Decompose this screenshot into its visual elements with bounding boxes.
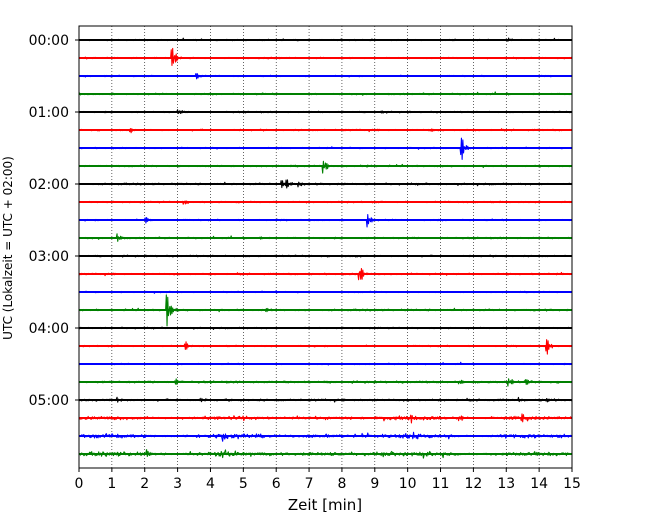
x-tick-label: 11 (432, 476, 450, 492)
x-tick-label: 7 (305, 476, 314, 492)
y-tick-label: 04:00 (29, 321, 69, 337)
x-tick-label: 14 (530, 476, 548, 492)
x-tick-label: 10 (399, 476, 417, 492)
x-tick-label: 8 (337, 476, 346, 492)
y-ticks: 00:00 01:00 02:00 03:00 04:00 05:00 (29, 33, 79, 409)
x-tick-label: 9 (370, 476, 379, 492)
x-tick-label: 1 (107, 476, 116, 492)
x-tick-label: 3 (173, 476, 182, 492)
grid-lines (111, 26, 540, 468)
x-tick-label: 15 (563, 476, 581, 492)
x-ticks: 0 1 2 3 4 5 6 7 8 9 10 11 12 13 14 15 (75, 468, 581, 492)
y-axis-label: UTC (Lokalzeit = UTC + 02:00) (1, 156, 15, 340)
y-tick-label: 03:00 (29, 249, 69, 265)
x-axis-label: Zeit [min] (288, 496, 362, 514)
y-tick-label: 01:00 (29, 105, 69, 121)
y-tick-label: 05:00 (29, 393, 69, 409)
x-tick-label: 12 (464, 476, 482, 492)
plot-frame (78, 25, 573, 469)
trace-line (78, 47, 573, 67)
x-tick-label: 0 (75, 476, 84, 492)
x-tick-label: 2 (140, 476, 149, 492)
y-tick-label: 02:00 (29, 177, 69, 193)
x-tick-label: 13 (497, 476, 515, 492)
y-tick-label: 00:00 (29, 33, 69, 49)
x-tick-label: 5 (239, 476, 248, 492)
trace-line (78, 160, 572, 174)
traces (78, 37, 573, 459)
x-tick-label: 6 (272, 476, 281, 492)
x-tick-label: 4 (206, 476, 215, 492)
